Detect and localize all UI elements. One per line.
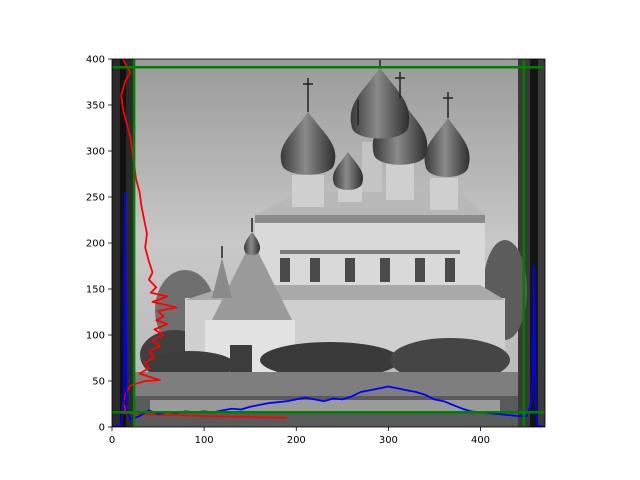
y-tick-label: 350 xyxy=(86,101,105,112)
y-tick-label: 100 xyxy=(86,331,105,342)
x-tick-label: 0 xyxy=(109,435,115,446)
x-tick-label: 400 xyxy=(471,435,490,446)
x-axis: 0 100 200 300 400 xyxy=(109,427,490,446)
x-tick-label: 100 xyxy=(195,435,214,446)
y-tick-label: 250 xyxy=(86,193,105,204)
background-photograph xyxy=(112,59,545,427)
y-tick-label: 400 xyxy=(86,55,105,66)
y-axis: 0 50 100 150 200 250 300 350 400 xyxy=(86,55,112,434)
red-profile-line xyxy=(120,59,287,419)
y-tick-label: 200 xyxy=(86,239,105,250)
y-tick-label: 0 xyxy=(99,423,105,434)
y-tick-label: 300 xyxy=(86,147,105,158)
y-tick-label: 150 xyxy=(86,285,105,296)
x-tick-label: 300 xyxy=(379,435,398,446)
x-tick-label: 200 xyxy=(287,435,306,446)
y-tick-label: 50 xyxy=(92,377,105,388)
